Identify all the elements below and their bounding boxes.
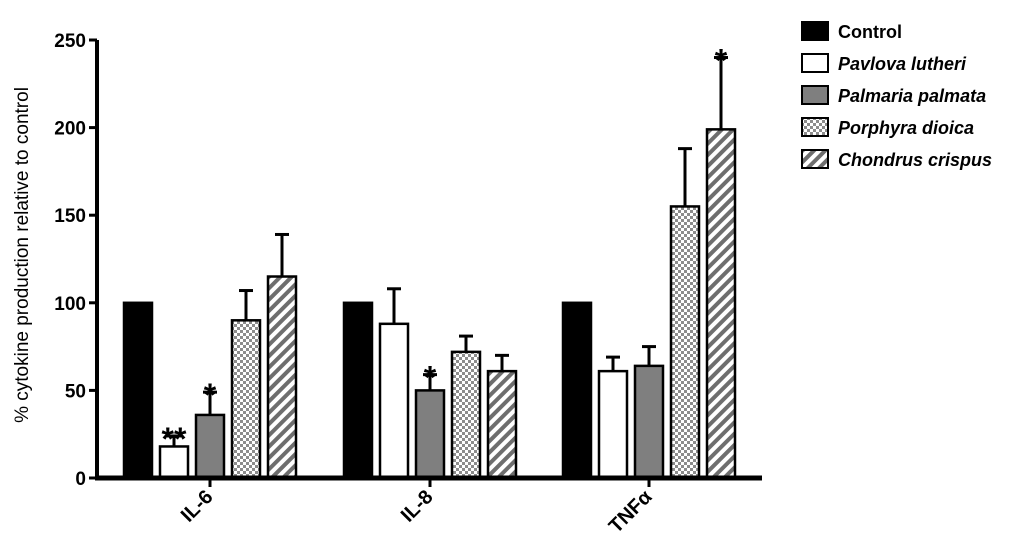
bar-tnf-control xyxy=(561,301,593,480)
bar-il6-chondrus-crispus xyxy=(266,275,298,480)
x-tick-label: IL-8 xyxy=(397,486,438,527)
bar-il8-palmaria-palmata xyxy=(414,389,446,480)
legend-label-chondrus-crispus: Chondrus crispus xyxy=(838,150,992,170)
legend-swatch-palmaria-palmata xyxy=(801,85,829,105)
legend-label-pavlova-lutheri: Pavlova lutheri xyxy=(838,54,967,74)
significance-marker: * xyxy=(424,360,437,396)
y-tick-label: 100 xyxy=(54,294,86,315)
bar-tnf-porphyra-dioica xyxy=(669,205,701,480)
bar-tnf-chondrus-crispus xyxy=(705,128,737,480)
y-tick-label: 150 xyxy=(54,206,86,227)
legend-swatch-porphyra-dioica xyxy=(801,117,829,137)
legend-swatch-chondrus-crispus xyxy=(801,149,829,169)
y-tick-label: 50 xyxy=(65,381,86,402)
bar-il6-porphyra-dioica xyxy=(230,319,262,480)
y-tick-label: 250 xyxy=(54,31,86,52)
bar-il8-control xyxy=(342,301,374,480)
x-tick-label: IL-6 xyxy=(177,486,218,527)
bar-il8-porphyra-dioica xyxy=(450,350,482,480)
bar-il8-chondrus-crispus xyxy=(486,369,518,480)
y-tick-label: 0 xyxy=(75,469,86,490)
y-axis-label: % cytokine production relative to contro… xyxy=(12,87,33,423)
bar-tnf-pavlova-lutheri xyxy=(597,369,629,480)
legend-label-porphyra-dioica: Porphyra dioica xyxy=(838,118,974,138)
significance-marker: * xyxy=(715,43,728,79)
legend: Control Pavlova lutheri Palmaria palmata Po… xyxy=(801,21,992,170)
legend-swatch-pavlova-lutheri xyxy=(801,53,829,73)
bar-tnf-palmaria-palmata xyxy=(633,364,665,480)
x-tick-label: TNFα xyxy=(605,485,657,537)
legend-swatch-control xyxy=(801,21,829,41)
bar-il6-palmaria-palmata xyxy=(194,413,226,480)
significance-marker: ** xyxy=(162,421,187,457)
significance-marker: * xyxy=(204,377,217,413)
y-tick-label: 200 xyxy=(54,119,86,140)
bar-il8-pavlova-lutheri xyxy=(378,322,410,480)
bar-il6-control xyxy=(122,301,154,480)
legend-label-palmaria-palmata: Palmaria palmata xyxy=(838,86,986,106)
legend-label-control: Control xyxy=(838,22,902,42)
